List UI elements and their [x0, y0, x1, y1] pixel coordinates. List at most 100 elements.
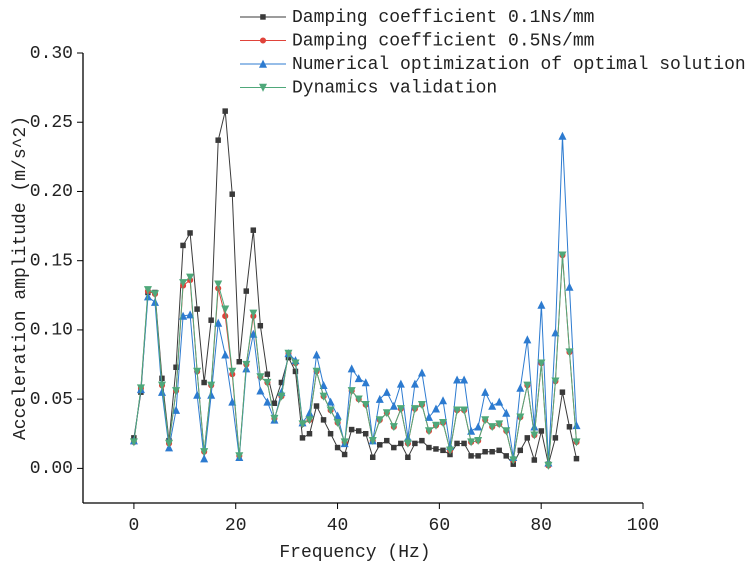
- marker: [551, 377, 560, 386]
- marker: [312, 350, 321, 359]
- marker: [551, 328, 560, 337]
- marker: [333, 418, 342, 428]
- legend-marker: [260, 14, 266, 20]
- marker: [256, 373, 265, 382]
- y-tick-label: 0.15: [30, 251, 73, 271]
- marker: [398, 440, 404, 447]
- marker: [229, 191, 235, 197]
- marker: [439, 396, 448, 405]
- x-tick-label: 60: [429, 516, 451, 536]
- marker: [222, 108, 228, 114]
- marker: [136, 384, 145, 393]
- x-axis-label: Frequency (Hz): [279, 543, 430, 563]
- marker: [158, 387, 167, 396]
- marker: [565, 348, 574, 357]
- marker: [375, 416, 384, 425]
- marker: [313, 403, 320, 409]
- marker: [320, 417, 327, 423]
- marker: [306, 430, 313, 437]
- marker: [221, 305, 230, 314]
- marker: [249, 329, 258, 338]
- y-tick-label: 0.30: [30, 44, 73, 64]
- marker: [431, 421, 441, 430]
- marker: [179, 279, 188, 288]
- marker: [439, 418, 448, 428]
- series-line: [133, 111, 578, 466]
- marker: [496, 447, 502, 454]
- marker: [312, 367, 321, 376]
- marker: [396, 379, 405, 388]
- marker: [482, 448, 488, 455]
- marker: [207, 381, 216, 390]
- marker: [495, 420, 504, 429]
- marker: [340, 438, 349, 447]
- marker: [516, 413, 525, 422]
- marker: [361, 378, 370, 387]
- marker: [347, 387, 356, 396]
- marker: [475, 453, 481, 459]
- marker: [523, 335, 532, 344]
- series-line: [133, 255, 578, 466]
- marker: [481, 387, 490, 396]
- marker: [186, 310, 195, 319]
- marker: [530, 422, 539, 431]
- marker: [537, 359, 546, 368]
- marker: [375, 394, 384, 403]
- marker: [419, 437, 425, 444]
- marker: [208, 317, 214, 323]
- legend-label: Damping coefficient 0.5Ns/mm: [292, 31, 594, 51]
- marker: [298, 420, 307, 429]
- marker: [552, 435, 559, 441]
- marker: [354, 374, 363, 383]
- marker: [236, 358, 242, 365]
- marker: [410, 405, 419, 414]
- marker: [537, 300, 546, 309]
- marker: [334, 444, 341, 451]
- marker: [572, 421, 581, 430]
- marker: [179, 311, 188, 320]
- marker: [257, 322, 264, 329]
- marker: [250, 227, 257, 233]
- marker: [523, 381, 532, 390]
- marker: [412, 440, 418, 447]
- marker: [509, 456, 518, 465]
- marker: [243, 288, 250, 294]
- marker: [453, 406, 462, 415]
- marker: [369, 454, 376, 461]
- marker: [538, 428, 545, 434]
- marker: [488, 423, 497, 432]
- marker: [460, 375, 469, 384]
- marker: [389, 423, 398, 432]
- marker: [572, 438, 581, 447]
- marker: [264, 371, 271, 377]
- marker: [565, 282, 574, 291]
- marker: [327, 430, 334, 437]
- marker: [355, 428, 362, 434]
- marker: [333, 411, 342, 420]
- marker: [235, 452, 244, 461]
- marker: [228, 367, 237, 376]
- marker: [566, 424, 573, 430]
- marker: [516, 383, 525, 392]
- marker: [207, 390, 216, 399]
- marker: [362, 430, 369, 437]
- marker: [326, 397, 335, 406]
- marker: [468, 453, 474, 459]
- marker: [382, 409, 391, 418]
- marker: [424, 412, 433, 421]
- x-tick-label: 100: [627, 516, 659, 536]
- y-tick-label: 0.05: [30, 390, 73, 410]
- marker: [410, 379, 419, 388]
- marker: [158, 381, 167, 390]
- y-axis-label: Acceleration amplitude (m/s^2): [11, 116, 31, 440]
- marker: [143, 286, 152, 295]
- x-tick-label: 0: [129, 516, 140, 536]
- marker: [187, 230, 193, 236]
- marker: [502, 427, 511, 436]
- marker: [326, 406, 335, 415]
- marker: [263, 397, 272, 406]
- x-tick-label: 40: [327, 516, 349, 536]
- marker: [172, 405, 181, 414]
- marker: [481, 416, 490, 425]
